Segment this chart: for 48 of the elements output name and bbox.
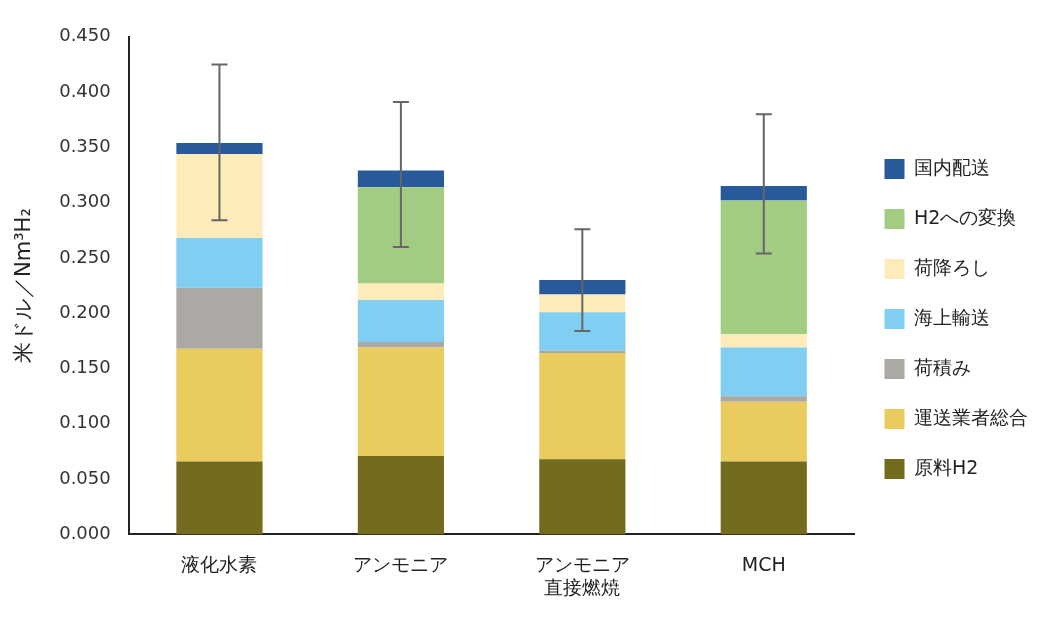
bar — [539, 350, 626, 354]
bar — [720, 461, 807, 535]
bar — [539, 459, 626, 535]
y-tick-label: 0.200 — [59, 300, 111, 322]
y-tick-label: 0.100 — [59, 411, 111, 433]
y-tick-label: 0.400 — [59, 79, 111, 101]
bar — [720, 334, 807, 348]
bar — [720, 186, 807, 201]
bar — [720, 401, 807, 462]
bar — [357, 347, 444, 456]
bar — [357, 342, 444, 348]
bar — [176, 142, 263, 155]
y-tick-label: 0.300 — [59, 190, 111, 212]
bar — [176, 238, 263, 288]
bar — [357, 170, 444, 188]
y-tick-label: 0.350 — [59, 135, 111, 157]
bar — [539, 280, 626, 295]
bar — [539, 353, 626, 460]
bar — [357, 299, 444, 342]
bar — [176, 154, 263, 239]
bar — [720, 396, 807, 402]
bar — [357, 187, 444, 284]
bar — [357, 455, 444, 535]
x-tick-label: 液化水素 — [181, 552, 258, 575]
bar — [539, 312, 626, 351]
legend-label: 運送業者総合 — [914, 405, 1028, 428]
bar — [176, 348, 263, 462]
x-tick-label: アンモニア直接燃焼 — [534, 552, 630, 598]
legend-label: 荷積み — [914, 355, 971, 378]
y-tick-label: 0.150 — [59, 356, 111, 378]
bar — [720, 200, 807, 335]
legend-label: 原料H2 — [914, 455, 979, 478]
bar — [176, 461, 263, 535]
y-tick-label: 0.250 — [59, 245, 111, 267]
legend-label: 荷降ろし — [914, 255, 990, 278]
y-tick-label: 0.050 — [59, 466, 111, 488]
bar — [720, 347, 807, 397]
bar — [176, 287, 263, 349]
y-tick-label: 0.000 — [59, 522, 111, 544]
legend-label: 海上輸送 — [914, 305, 990, 328]
legend-label: 国内配送 — [914, 155, 990, 178]
y-tick-label: 0.450 — [59, 24, 111, 46]
bar — [357, 283, 444, 300]
x-tick-label: MCH — [741, 552, 786, 575]
y-axis-title: 米ドル／Nm³H₂ — [11, 208, 36, 363]
x-tick-label: アンモニア — [353, 552, 449, 575]
bar — [539, 294, 626, 313]
legend-label: H2への変換 — [914, 205, 1017, 228]
